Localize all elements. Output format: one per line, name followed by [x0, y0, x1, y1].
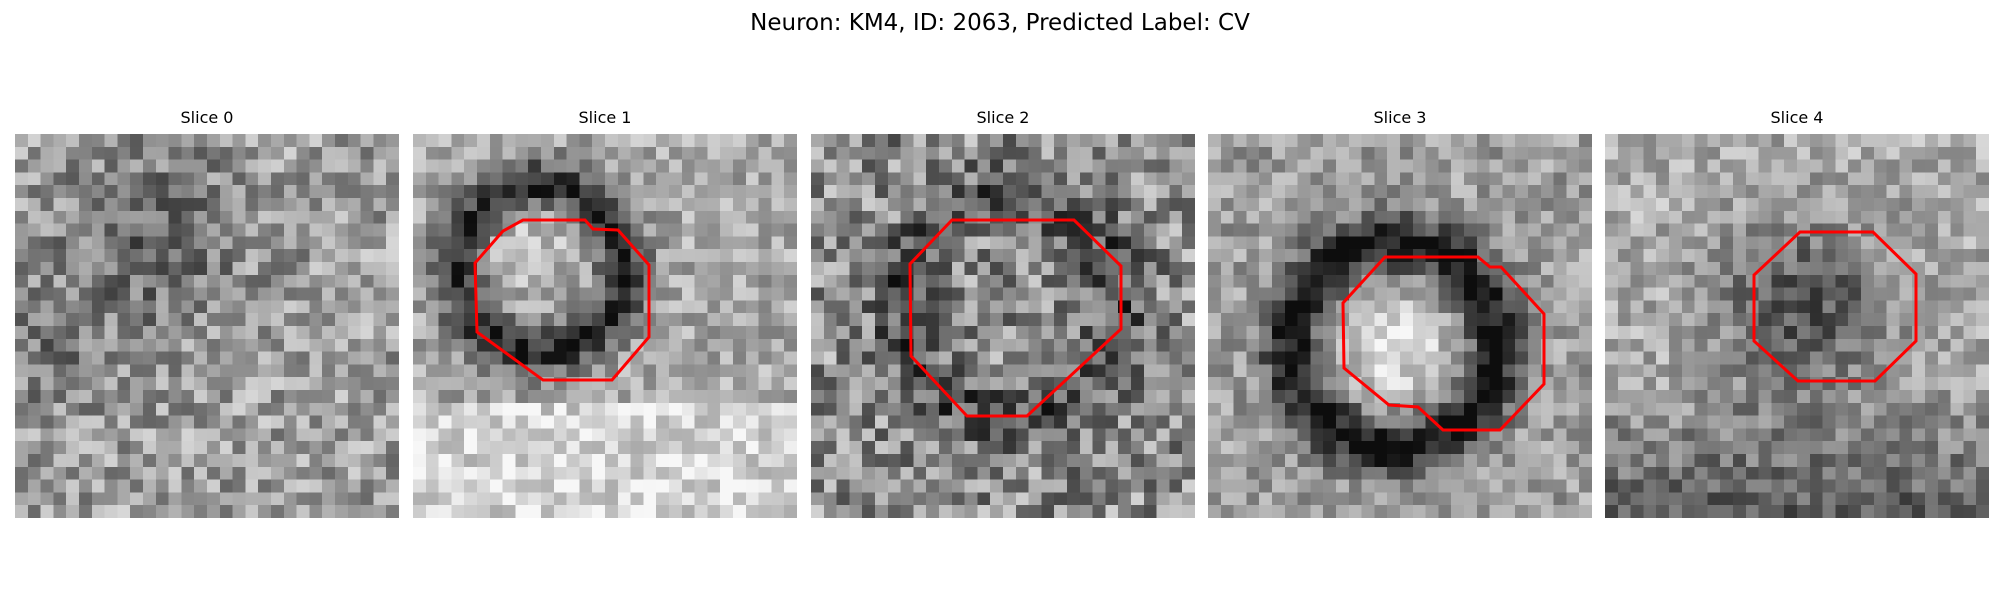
roi-outline: [1341, 255, 1546, 432]
roi-outline: [473, 218, 651, 382]
slice-image: [1605, 134, 1989, 518]
slice-title: Slice 3: [1373, 108, 1427, 127]
slice-panel-2: Slice 2: [811, 108, 1195, 520]
slice-title: Slice 4: [1770, 108, 1824, 127]
roi-outline: [1752, 230, 1918, 383]
slice-title: Slice 0: [180, 108, 234, 127]
figure-title: Neuron: KM4, ID: 2063, Predicted Label: …: [750, 10, 1250, 36]
roi-outline: [908, 218, 1123, 418]
slice-image: [15, 134, 399, 518]
slice-panel-1: Slice 1: [413, 108, 797, 520]
slice-title: Slice 1: [578, 108, 632, 127]
slice-title: Slice 2: [976, 108, 1030, 127]
slice-image: [1208, 134, 1592, 518]
slice-panel-3: Slice 3: [1208, 108, 1592, 520]
slice-panel-0: Slice 0: [15, 108, 399, 520]
slice-image: [811, 134, 1195, 518]
slice-panel-4: Slice 4: [1605, 108, 1989, 520]
